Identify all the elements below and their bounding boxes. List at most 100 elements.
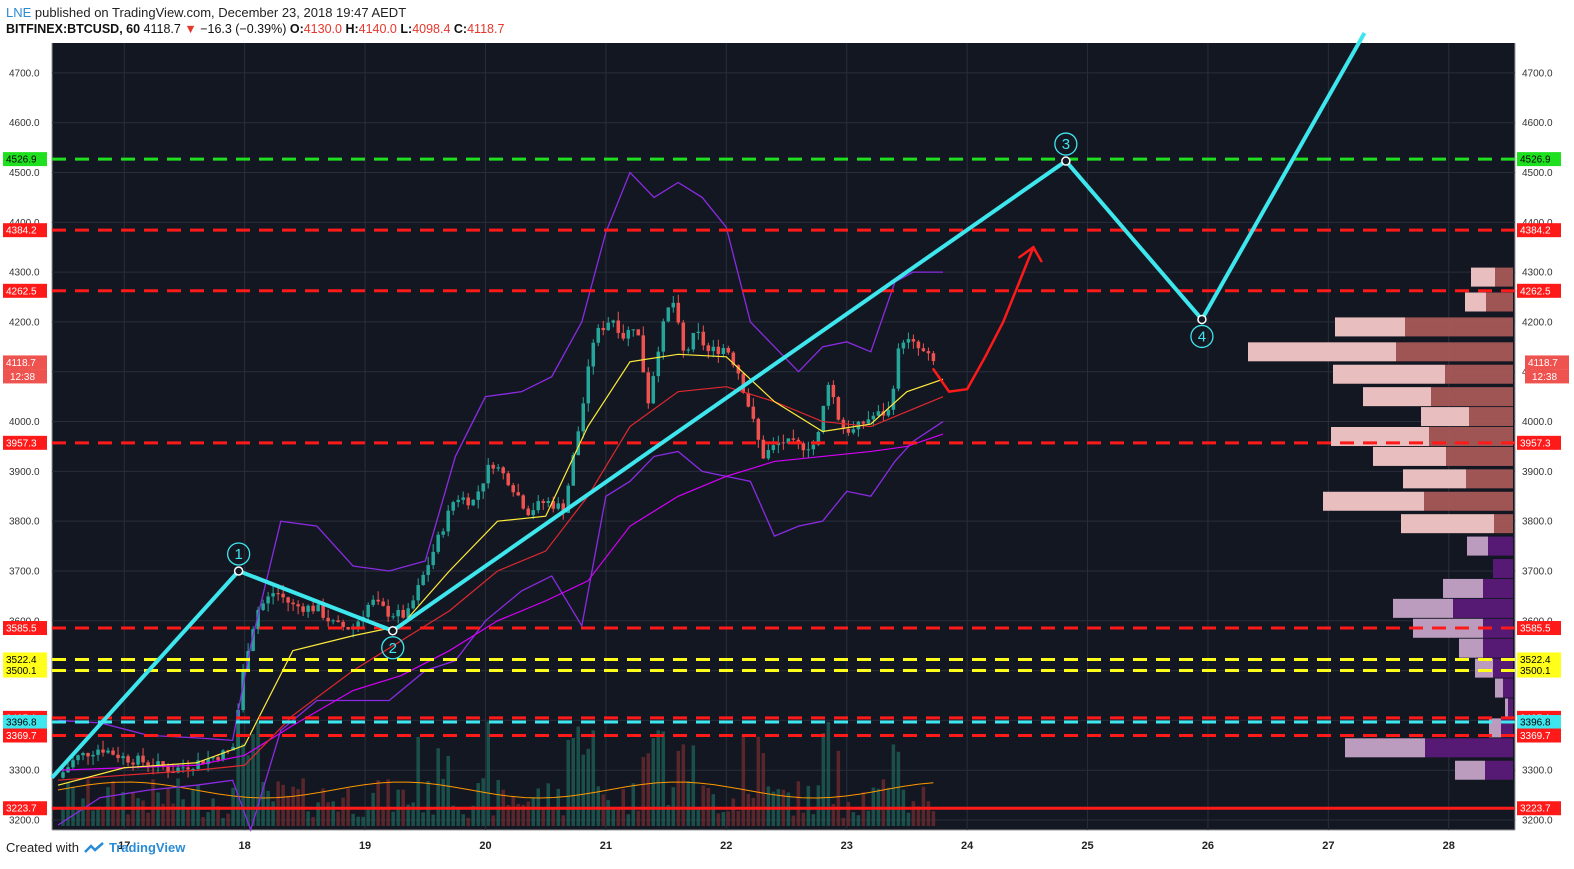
- volume-bar: [336, 811, 340, 826]
- volume-bar: [551, 809, 555, 826]
- wave-label-circle: [1190, 324, 1214, 349]
- candle-body: [746, 392, 751, 407]
- volume-bar: [381, 809, 385, 826]
- volume-profile-bar: [1467, 536, 1488, 556]
- candle-body: [261, 603, 265, 610]
- volume-bar: [256, 721, 260, 826]
- level-tag-right: [1517, 621, 1561, 636]
- price-change: −16.3 (−0.39%): [200, 22, 287, 36]
- x-tick-label: 26: [1202, 840, 1214, 852]
- volume-bar: [301, 778, 305, 826]
- y-tick-label-left: 3900.0: [9, 467, 40, 478]
- level-label-right: 3396.8: [1520, 718, 1551, 729]
- y-tick-label-left: 4500.0: [9, 168, 40, 179]
- volume-bar: [581, 754, 586, 826]
- volume-bar: [656, 730, 661, 826]
- level-tag-left: [3, 663, 47, 678]
- volume-bar: [716, 813, 721, 826]
- candle-body: [441, 531, 445, 535]
- volume-bar: [76, 808, 80, 826]
- volume-bar: [591, 730, 596, 826]
- level-label-right: 3223.7: [1520, 804, 1551, 815]
- y-tick-label-left: 4300.0: [9, 268, 40, 279]
- candle-body: [276, 593, 280, 595]
- low-value: 4098.4: [412, 22, 451, 36]
- author-name[interactable]: LNE: [6, 5, 32, 20]
- wave-label-3: 3: [1062, 136, 1070, 153]
- y-tick-label-right: 4200.0: [1522, 317, 1553, 328]
- candle-body: [686, 349, 691, 351]
- volume-bar: [836, 750, 841, 826]
- volume-bar: [406, 804, 410, 826]
- y-tick-label-left: 3300.0: [9, 766, 40, 777]
- candle-body: [821, 405, 826, 433]
- y-tick-label-left: 4000.0: [9, 417, 40, 428]
- candle-body: [811, 444, 816, 450]
- candle-body: [851, 429, 856, 433]
- level-tag-right: [1517, 152, 1561, 167]
- level-label-right: 3585.5: [1520, 624, 1551, 635]
- x-tick-label: 20: [479, 840, 491, 852]
- volume-bar: [856, 815, 861, 826]
- level-label-left: 3369.7: [6, 731, 37, 742]
- volume-bar: [481, 778, 485, 826]
- volume-bar: [801, 812, 806, 826]
- volume-bar: [761, 753, 766, 826]
- wave-point: [233, 566, 244, 576]
- volume-bar: [246, 755, 250, 826]
- y-tick-label-right: 3200.0: [1522, 816, 1553, 827]
- volume-bar: [461, 814, 465, 826]
- volume-bar: [671, 787, 676, 826]
- candle-body: [416, 585, 420, 601]
- level-tag-right: [1517, 283, 1561, 298]
- x-tick-label: 18: [239, 840, 251, 852]
- tradingview-brand[interactable]: TradingView: [108, 840, 186, 855]
- volume-bar: [911, 801, 916, 826]
- volume-bar: [441, 778, 445, 826]
- open-label: O:: [289, 22, 304, 36]
- wave-label-circle: [1054, 132, 1078, 156]
- volume-bar: [641, 757, 646, 826]
- volume-profile-bar: [1424, 491, 1513, 511]
- low-label: L:: [400, 22, 413, 36]
- volume-bar: [341, 797, 345, 826]
- volume-bar: [731, 798, 736, 826]
- volume-bar: [606, 800, 611, 826]
- candle-body: [861, 421, 866, 424]
- candle-body: [346, 627, 350, 630]
- level-tag-right: [1517, 435, 1561, 450]
- volume-bar: [496, 780, 500, 826]
- volume-profile-bar: [1345, 738, 1425, 758]
- y-tick-label-right: 3300.0: [1522, 766, 1553, 777]
- volume-bar: [571, 738, 576, 826]
- candle-body: [291, 602, 295, 605]
- candle-body: [806, 449, 811, 451]
- candle-body: [556, 503, 560, 509]
- volume-bar: [531, 797, 535, 826]
- candle-body: [481, 483, 485, 492]
- candle-body: [756, 418, 761, 440]
- candle-body: [816, 432, 821, 445]
- volume-profile-bar: [1493, 558, 1513, 578]
- volume-bar: [541, 807, 545, 826]
- volume-profile-bar: [1403, 469, 1466, 489]
- volume-bar: [686, 781, 691, 826]
- volume-bar: [736, 810, 741, 826]
- candle-body: [161, 761, 165, 767]
- candle-body: [316, 604, 320, 612]
- publish-text: published on TradingView.com, December 2…: [34, 5, 407, 20]
- level-label-left: 3522.4: [6, 655, 37, 666]
- symbol-label[interactable]: BITFINEX:BTCUSD, 60: [6, 22, 141, 36]
- candle-body: [266, 596, 270, 604]
- volume-ma-line: [57, 781, 934, 799]
- candle-body: [641, 335, 646, 373]
- candle-body: [786, 438, 791, 444]
- elliott-wave-path: [50, 32, 1367, 780]
- candle-body: [206, 758, 210, 765]
- volume-profile-bar: [1488, 536, 1513, 556]
- x-tick-label: 21: [600, 840, 612, 852]
- candle-body: [121, 756, 125, 759]
- candle-body: [596, 327, 601, 343]
- candle-body: [296, 604, 300, 607]
